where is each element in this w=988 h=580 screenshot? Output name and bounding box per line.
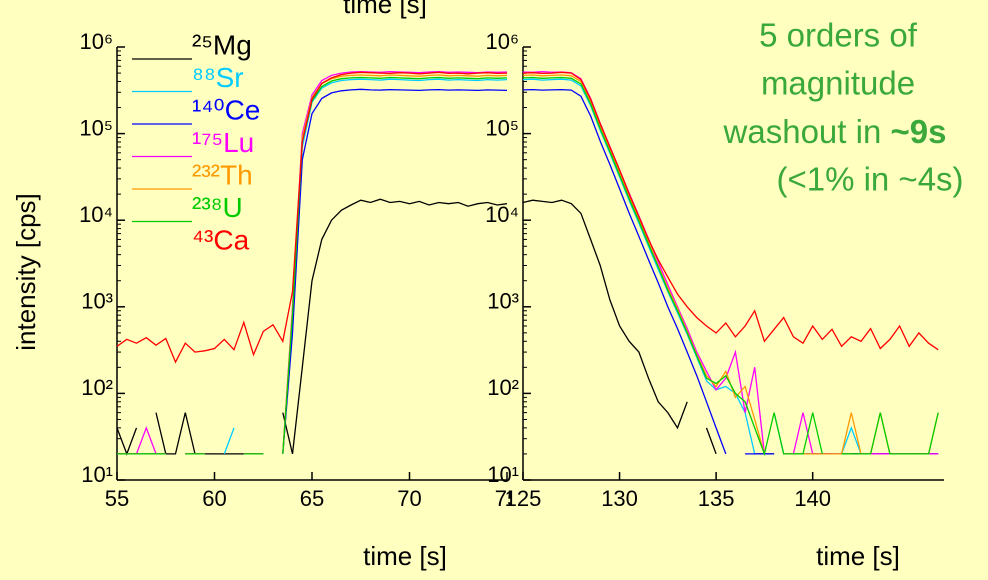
x-tick-label: 70: [397, 486, 421, 511]
y-tick-label: 10⁵: [485, 115, 519, 140]
y-tick-label: 10³: [81, 289, 113, 314]
x-tick-label: 125: [505, 486, 542, 511]
annotation: (<1% in ~4s): [776, 161, 963, 198]
legend-label: ⁴³Ca: [192, 224, 250, 255]
legend-label: ⁸⁸Sr: [192, 62, 244, 93]
chart-title: time [s]: [343, 0, 427, 19]
y-axis-label: intensity [cps]: [11, 193, 41, 351]
legend-label: ²³²Th: [192, 159, 253, 190]
legend-label: ¹⁴⁰Ce: [192, 94, 260, 125]
legend-label: ²³⁸U: [192, 192, 243, 223]
y-tick-label: 10⁴: [79, 202, 113, 227]
x-tick-label: 135: [698, 486, 735, 511]
x-tick-label: 60: [202, 486, 226, 511]
data-line: [522, 76, 939, 457]
x-axis-label: time [s]: [363, 541, 447, 571]
y-tick-label: 10³: [487, 289, 519, 314]
x-tick-label: 130: [601, 486, 638, 511]
y-tick-label: 10⁵: [79, 115, 113, 140]
annotation: magnitude: [761, 65, 915, 102]
y-tick-label: 10¹: [487, 462, 519, 487]
data-line: [522, 71, 939, 351]
y-tick-label: 10²: [81, 375, 113, 400]
legend-label: ¹⁷⁵Lu: [192, 127, 254, 158]
annotation: 5 orders of: [759, 17, 918, 54]
data-line: [522, 199, 939, 455]
y-tick-label: 10¹: [81, 462, 113, 487]
data-line: [116, 71, 508, 364]
x-axis-label: time [s]: [816, 541, 900, 571]
legend-label: ²⁵Mg: [192, 29, 252, 60]
y-tick-label: 10⁶: [485, 29, 519, 54]
annotation: washout in ~9s: [723, 113, 947, 150]
x-tick-label: 55: [105, 486, 129, 511]
y-tick-label: 10⁴: [485, 202, 519, 227]
annotation-bold: ~9s: [890, 113, 946, 150]
data-line: [117, 76, 508, 455]
y-tick-label: 10²: [487, 375, 519, 400]
x-tick-label: 65: [300, 486, 324, 511]
annotation-part: washout in: [723, 113, 891, 150]
y-tick-label: 10⁶: [79, 29, 113, 54]
panel-mask: [512, 484, 988, 524]
x-tick-label: 140: [794, 486, 831, 511]
data-line: [522, 88, 939, 455]
